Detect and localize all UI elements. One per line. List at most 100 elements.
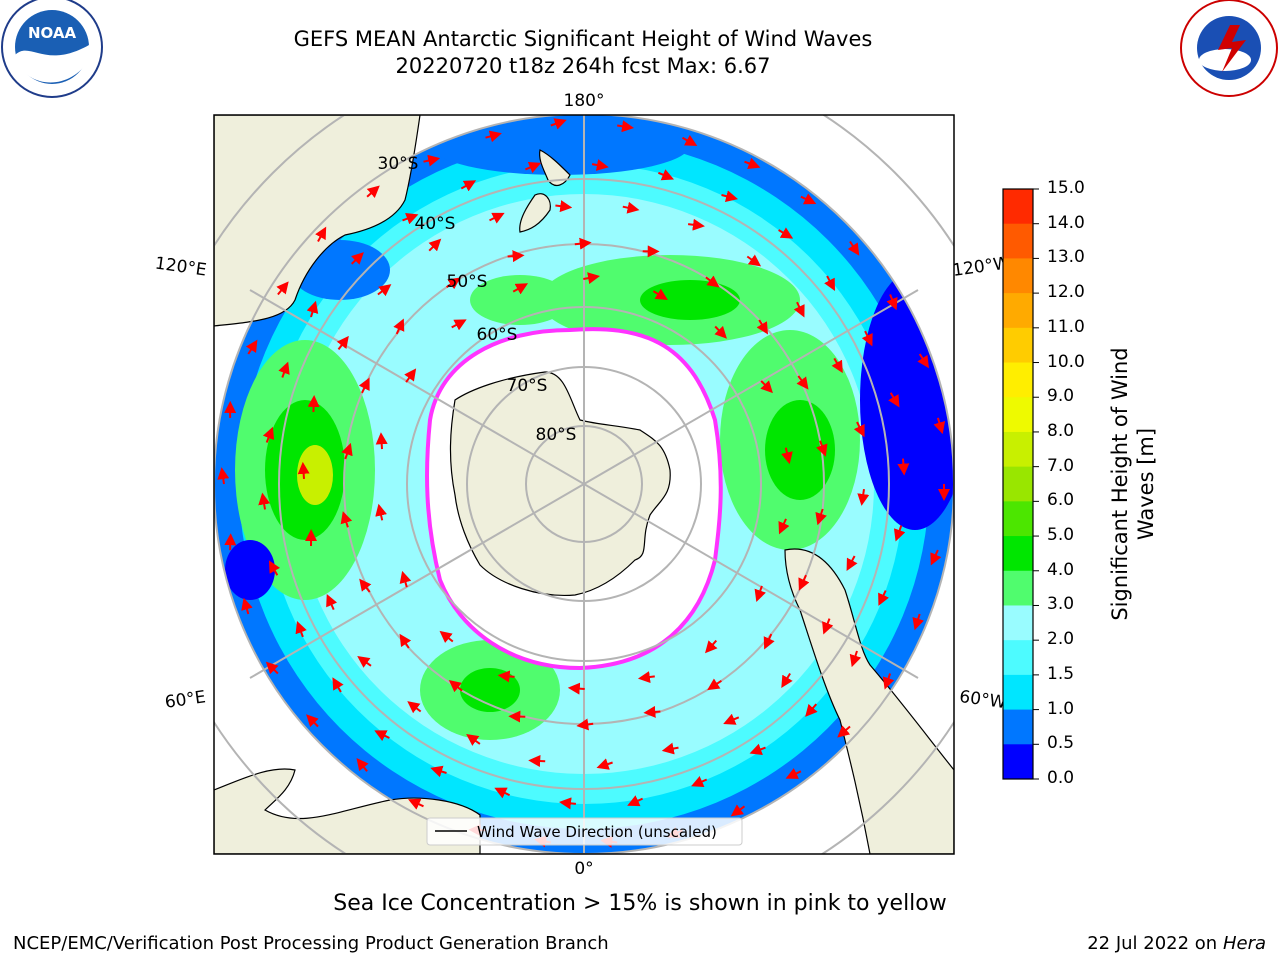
colorbar-title: Significant Height of Wind Waves [m]: [1107, 334, 1159, 634]
colorbar-title-line2: Waves [m]: [1134, 427, 1158, 541]
colorbar-title-line1: Significant Height of Wind: [1108, 347, 1132, 621]
wind-direction-arrow: [377, 284, 392, 297]
wind-direction-arrow: [778, 227, 794, 239]
wind-direction-arrow: [933, 417, 946, 435]
wind-direction-arrow: [912, 613, 924, 631]
wind-direction-arrow: [793, 301, 805, 318]
colorbar-tick-label: 0.5: [1047, 733, 1075, 754]
wind-direction-arrow: [402, 213, 419, 225]
lat-label-80s: 80°S: [536, 425, 577, 445]
wind-direction-arrow: [857, 488, 870, 506]
colorbar-segment: [1003, 258, 1033, 294]
wind-direction-arrow: [497, 670, 515, 683]
wind-direction-arrow: [754, 585, 766, 602]
lat-label-40s: 40°S: [415, 214, 456, 234]
wind-direction-arrow: [326, 594, 338, 611]
wind-direction-arrow: [306, 714, 319, 728]
wind-direction-arrow: [682, 134, 698, 147]
wind-direction-arrow: [336, 335, 349, 351]
footer-credit: NCEP/EMC/Verification Post Processing Pr…: [13, 933, 609, 954]
colorbar-segment: [1003, 466, 1033, 502]
wind-direction-arrow: [485, 130, 502, 143]
antarctica: [449, 371, 671, 597]
wind-direction-arrow: [408, 798, 424, 810]
colorbar-tick-label: 9.0: [1047, 386, 1075, 407]
wind-direction-arrow: [798, 574, 810, 591]
wind-direction-arrow: [245, 339, 258, 355]
wind-direction-arrow: [691, 776, 708, 788]
wind-direction-arrow: [746, 254, 762, 267]
footer-date-text: 22 Jul 2022 on: [1087, 933, 1223, 954]
wind-direction-arrow: [315, 226, 327, 242]
africa: [214, 768, 481, 854]
wind-direction-arrow: [781, 672, 793, 689]
wind-direction-arrow: [341, 442, 353, 460]
lon-label-60w: 60°W: [958, 687, 1007, 713]
wind-direction-arrow: [591, 159, 609, 171]
wind-direction-arrow: [448, 680, 463, 693]
lat-label-70s: 70°S: [507, 376, 548, 396]
wind-direction-arrow: [816, 440, 828, 457]
colorbar-segment: [1003, 397, 1033, 433]
colorbar-segment: [1003, 605, 1033, 641]
wind-direction-arrow: [550, 118, 567, 130]
wind-direction-arrow: [340, 511, 353, 528]
wind-direction-arrow: [512, 283, 529, 295]
lat-label-60s: 60°S: [477, 325, 518, 345]
nws-logo: [1180, 0, 1278, 97]
wind-direction-arrow: [297, 461, 310, 479]
wind-direction-arrow: [262, 426, 275, 443]
colorbar-segment: [1003, 431, 1033, 468]
wind-direction-arrow: [847, 240, 860, 256]
colorbar-segment: [1003, 570, 1033, 606]
wind-direction-arrow: [882, 673, 895, 690]
wind-direction-arrow: [375, 503, 387, 521]
wind-direction-arrow: [574, 237, 592, 250]
wind-direction-arrow: [507, 250, 525, 263]
wind-direction-arrow: [705, 275, 720, 288]
wind-direction-arrow: [489, 212, 505, 224]
colorbar-tick-label: 3.0: [1047, 594, 1075, 615]
wind-direction-arrow: [888, 392, 900, 408]
colorbar-tick-label: 4.0: [1047, 559, 1075, 580]
colorbar-segment: [1003, 362, 1033, 398]
colorbar-segment: [1003, 223, 1033, 259]
wind-direction-arrow: [430, 765, 447, 778]
footer-date: 22 Jul 2022 on Hera: [1087, 933, 1266, 954]
colorbar-tick-label: 0.0: [1047, 768, 1075, 788]
wind-direction-arrow: [306, 300, 319, 318]
legend-label: Wind Wave Direction (unscaled): [477, 823, 717, 841]
wind-direction-arrow: [785, 768, 802, 779]
colorbar-tick-label: 11.0: [1047, 316, 1085, 337]
colorbar-tick-label: 6.0: [1047, 490, 1075, 511]
wind-direction-arrow: [494, 787, 511, 799]
wind-direction-arrow: [622, 201, 640, 214]
wind-direction-arrow: [617, 120, 635, 133]
wind-direction-arrow: [744, 157, 761, 170]
wind-direction-arrow: [800, 193, 817, 205]
new-zealand-south: [519, 193, 551, 233]
map-legend: Wind Wave Direction (unscaled): [426, 817, 743, 846]
wind-direction-arrow: [555, 200, 573, 213]
wind-direction-arrow: [897, 458, 910, 476]
wind-direction-arrow: [661, 742, 679, 755]
wind-direction-arrows: [217, 118, 950, 848]
colorbar-tick-label: 12.0: [1047, 282, 1085, 303]
wind-direction-arrow: [652, 288, 668, 301]
wind-direction-arrow: [853, 421, 865, 438]
wind-direction-arrow: [358, 377, 370, 394]
wind-direction-arrow: [796, 375, 809, 390]
wind-direction-arrow: [596, 758, 613, 770]
wind-direction-arrow: [886, 294, 898, 311]
lon-label-120e: 120°E: [154, 254, 208, 281]
wind-direction-arrow: [723, 713, 740, 725]
colorbar-segment: [1003, 709, 1033, 745]
wind-direction-arrow: [451, 319, 467, 331]
wind-direction-arrow: [268, 560, 281, 576]
lon-label-60e: 60°E: [164, 687, 207, 712]
wind-direction-arrow: [583, 272, 601, 285]
lat-label-50s: 50°S: [447, 272, 488, 292]
colorbar: [1002, 188, 1039, 780]
colorbar-segment: [1003, 501, 1033, 537]
